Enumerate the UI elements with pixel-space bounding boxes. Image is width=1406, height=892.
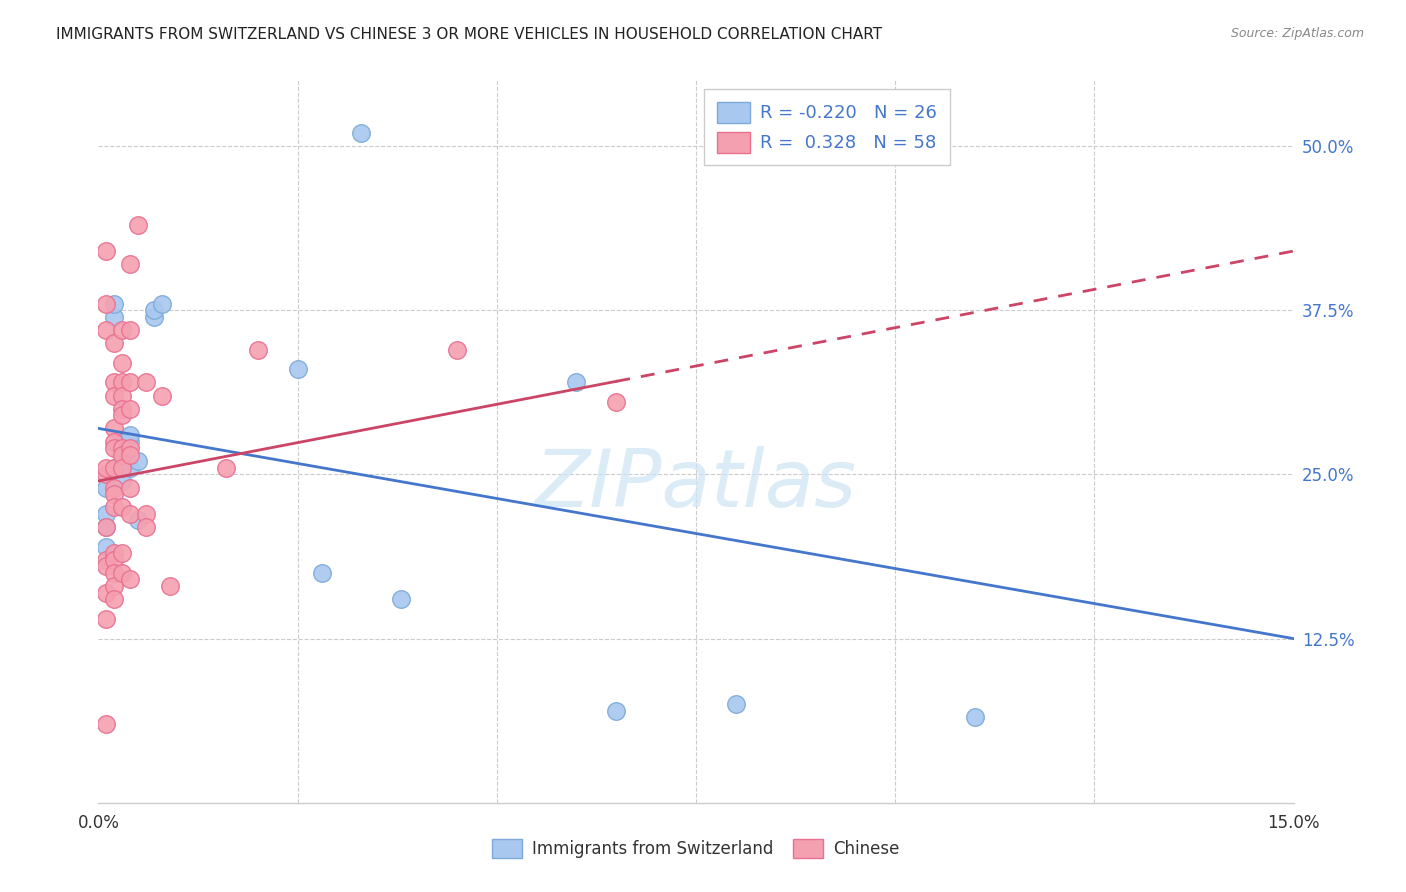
Point (103, 388, 125, 402)
Point (120, 376, 142, 390)
Point (111, 409, 134, 423)
Point (111, 448, 134, 462)
Point (724, 698, 747, 712)
Point (111, 323, 134, 337)
Point (103, 553, 125, 567)
Point (96, 553, 118, 567)
Point (135, 520, 157, 534)
Point (120, 448, 142, 462)
Point (96, 717, 118, 731)
Point (103, 376, 125, 390)
Point (215, 460, 238, 475)
Point (103, 579, 125, 593)
Point (135, 376, 157, 390)
Point (143, 310, 166, 324)
Point (111, 356, 134, 370)
Point (96, 520, 118, 534)
Point (963, 710, 986, 724)
Point (103, 546, 125, 560)
Text: Source: ZipAtlas.com: Source: ZipAtlas.com (1230, 27, 1364, 40)
Point (111, 566, 134, 580)
Point (103, 487, 125, 501)
Point (127, 218, 149, 232)
Point (389, 592, 412, 607)
Point (565, 376, 588, 390)
Point (311, 566, 333, 580)
Point (103, 500, 125, 515)
Point (96, 559, 118, 574)
Point (111, 441, 134, 455)
Point (103, 310, 125, 324)
Point (120, 460, 142, 475)
Point (120, 434, 142, 449)
Point (96, 244, 118, 258)
Point (96, 481, 118, 495)
Point (150, 388, 173, 402)
Point (103, 481, 125, 495)
Point (103, 460, 125, 475)
Point (605, 704, 627, 718)
Point (446, 343, 468, 357)
Point (96, 540, 118, 554)
Point (111, 401, 134, 416)
Point (120, 441, 142, 455)
Point (120, 401, 142, 416)
Point (103, 460, 125, 475)
Point (127, 454, 149, 468)
Point (605, 395, 627, 409)
Point (150, 296, 173, 310)
Point (350, 126, 373, 140)
Point (103, 566, 125, 580)
Point (111, 546, 134, 560)
Point (143, 303, 166, 318)
Point (103, 434, 125, 449)
Point (120, 507, 142, 521)
Point (111, 454, 134, 468)
Point (103, 296, 125, 310)
Point (96, 585, 118, 599)
Point (96, 612, 118, 626)
Point (96, 520, 118, 534)
Point (135, 507, 157, 521)
Point (159, 579, 181, 593)
Point (96, 323, 118, 337)
Legend: Immigrants from Switzerland, Chinese: Immigrants from Switzerland, Chinese (484, 830, 908, 867)
Point (120, 573, 142, 587)
Text: IMMIGRANTS FROM SWITZERLAND VS CHINESE 3 OR MORE VEHICLES IN HOUSEHOLD CORRELATI: IMMIGRANTS FROM SWITZERLAND VS CHINESE 3… (56, 27, 883, 42)
Point (120, 257, 142, 271)
Point (127, 513, 149, 527)
Point (103, 336, 125, 351)
Point (120, 428, 142, 442)
Point (111, 376, 134, 390)
Text: ZIPatlas: ZIPatlas (534, 446, 858, 524)
Point (111, 460, 134, 475)
Point (246, 343, 269, 357)
Point (103, 441, 125, 455)
Point (103, 421, 125, 435)
Point (111, 388, 134, 402)
Point (287, 362, 309, 376)
Point (96, 467, 118, 482)
Point (120, 481, 142, 495)
Point (103, 592, 125, 607)
Point (111, 434, 134, 449)
Point (96, 507, 118, 521)
Point (111, 500, 134, 515)
Point (111, 474, 134, 488)
Point (120, 323, 142, 337)
Point (96, 296, 118, 310)
Point (96, 460, 118, 475)
